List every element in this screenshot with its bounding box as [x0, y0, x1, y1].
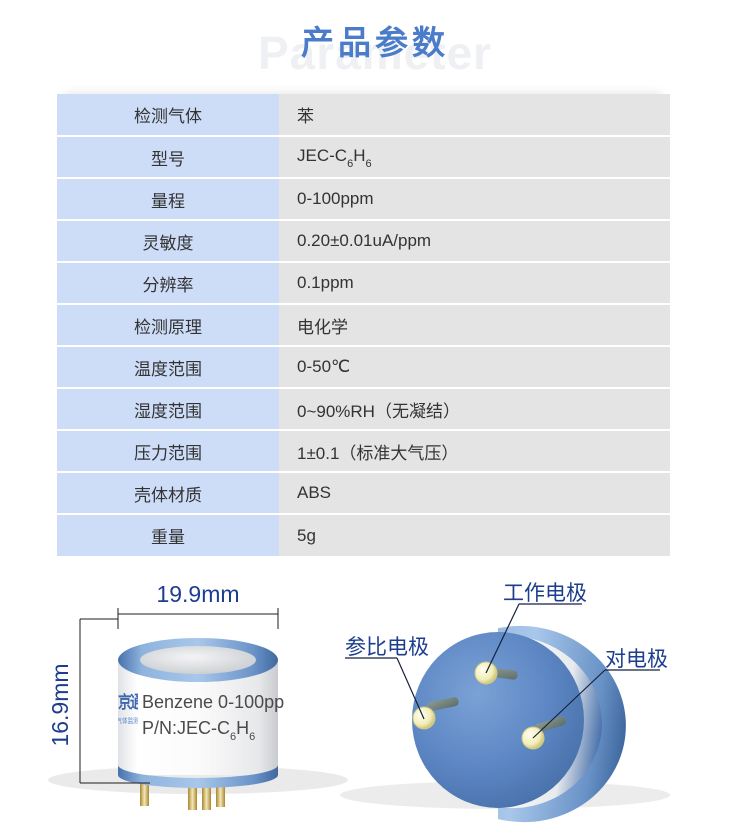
svg-text:19.9mm: 19.9mm — [156, 581, 239, 607]
svg-text:气体监测: 气体监测 — [116, 715, 138, 725]
svg-text:工作电极: 工作电极 — [503, 582, 587, 605]
svg-text:Benzene 0-100pp: Benzene 0-100pp — [142, 692, 284, 712]
svg-text:参比电极: 参比电极 — [345, 636, 429, 659]
svg-text:对电极: 对电极 — [605, 648, 668, 671]
svg-text:16.9mm: 16.9mm — [47, 663, 73, 746]
